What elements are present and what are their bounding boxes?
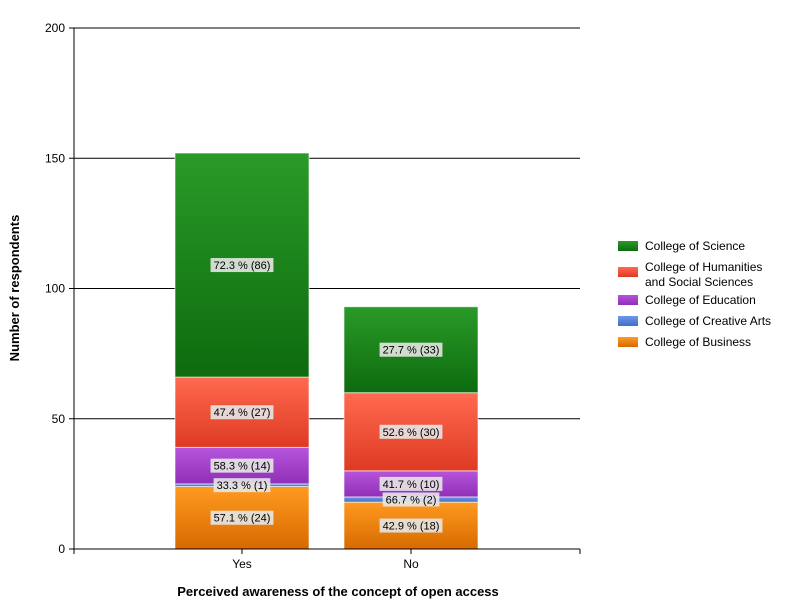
y-tick-label: 150: [45, 151, 65, 165]
data-label-no-college-of-creative-arts: 66.7 % (2): [382, 492, 440, 507]
segment-labels: 57.1 % (24) 33.3 % (1) 58.3 % (14) 47.4 % (…: [210, 258, 443, 533]
x-tick-label-yes: Yes: [232, 557, 252, 571]
legend-label: College of Business: [645, 335, 751, 349]
svg-text:27.7 % (33): 27.7 % (33): [383, 345, 440, 357]
svg-text:58.3 % (14): 58.3 % (14): [214, 461, 271, 473]
y-tick-label: 0: [58, 542, 65, 556]
svg-text:52.6 % (30): 52.6 % (30): [383, 427, 440, 439]
svg-text:42.9 % (18): 42.9 % (18): [383, 521, 440, 533]
data-label-yes-college-of-creative-arts: 33.3 % (1): [213, 478, 271, 493]
legend-swatch: [618, 241, 638, 251]
svg-text:72.3 % (86): 72.3 % (86): [214, 260, 271, 272]
legend-swatch: [618, 337, 638, 347]
data-label-yes-college-of-science: 72.3 % (86): [210, 258, 274, 273]
y-tick-label: 50: [52, 412, 66, 426]
x-tick-label-no: No: [403, 557, 419, 571]
legend-label: College of Science: [645, 239, 745, 253]
legend-label: College of Creative Arts: [645, 314, 771, 328]
legend-item-college-of-business: College of Business: [618, 335, 751, 349]
data-label-no-college-of-education: 41.7 % (10): [379, 476, 443, 491]
legend-label: College of Humanities and Social Sciences: [645, 260, 762, 289]
y-tick-label: 100: [45, 282, 65, 296]
legend-item-college-of-humanities-and-social-sciences: College of Humanities and Social Sciences: [618, 260, 762, 289]
data-label-yes-college-of-business: 57.1 % (24): [210, 510, 274, 525]
x-axis-title: Perceived awareness of the concept of op…: [177, 584, 499, 599]
svg-text:57.1 % (24): 57.1 % (24): [214, 513, 271, 525]
legend-item-college-of-creative-arts: College of Creative Arts: [618, 314, 771, 328]
legend-swatch: [618, 295, 638, 305]
legend-swatch: [618, 316, 638, 326]
axes: 0 50 100 150 200 Yes No: [45, 21, 581, 571]
gridlines: [74, 27, 580, 420]
y-tick-label: 200: [45, 21, 65, 35]
svg-text:33.3 % (1): 33.3 % (1): [217, 480, 268, 492]
data-label-no-college-of-humanities-and-social-sciences: 52.6 % (30): [379, 424, 443, 439]
y-axis-title: Number of respondents: [7, 215, 22, 362]
svg-text:41.7 % (10): 41.7 % (10): [383, 479, 440, 491]
data-label-no-college-of-business: 42.9 % (18): [379, 518, 443, 533]
data-label-no-college-of-science: 27.7 % (33): [379, 342, 443, 357]
svg-text:47.4 % (27): 47.4 % (27): [214, 407, 271, 419]
legend: College of Science College of Humanities a…: [618, 239, 771, 349]
legend-label: College of Education: [645, 293, 756, 307]
legend-item-college-of-science: College of Science: [618, 239, 745, 253]
legend-item-college-of-education: College of Education: [618, 293, 756, 307]
legend-swatch: [618, 267, 638, 277]
data-label-yes-college-of-humanities-and-social-sciences: 47.4 % (27): [210, 405, 274, 420]
data-label-yes-college-of-education: 58.3 % (14): [210, 458, 274, 473]
svg-text:66.7 % (2): 66.7 % (2): [386, 495, 437, 507]
